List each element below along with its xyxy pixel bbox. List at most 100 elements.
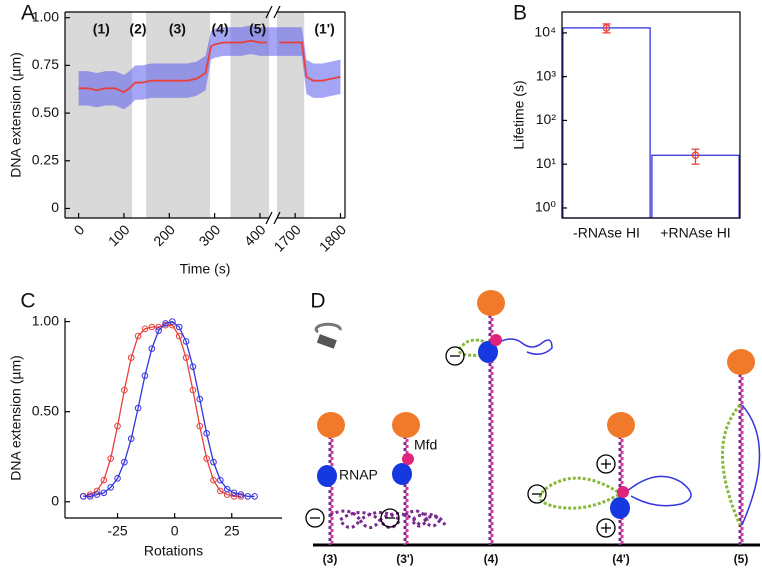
break-mark <box>265 211 273 225</box>
x-tick-label: 200 <box>150 221 178 249</box>
axis-frame <box>561 11 741 219</box>
data-point <box>148 323 156 331</box>
data-point <box>148 345 156 352</box>
x-tick-label: -25 <box>107 523 127 539</box>
y-tick-label: 0.75 <box>32 56 59 72</box>
y-axis-label: DNA extension (µm) <box>8 355 24 481</box>
data-band <box>78 25 341 110</box>
break-mark <box>273 5 281 19</box>
data-point <box>79 493 87 500</box>
data-point <box>169 318 176 325</box>
supercoil-signs <box>305 346 616 538</box>
y-tick-label: 0.50 <box>32 104 59 120</box>
data-point <box>141 325 149 333</box>
data-point <box>189 386 197 394</box>
annotation: (1) <box>93 21 110 37</box>
x-tick-label: 25 <box>224 523 240 539</box>
state-label: (5) <box>734 552 749 566</box>
y-tick-label: 10² <box>536 111 557 127</box>
x-tick-label: 1700 <box>271 221 304 254</box>
data-point <box>107 455 114 462</box>
data-point <box>217 487 224 495</box>
break-mark <box>273 211 281 225</box>
data-point <box>162 321 169 329</box>
panel-label: A <box>21 2 35 25</box>
y-tick-label: 1.00 <box>32 8 59 24</box>
data-point <box>134 332 142 340</box>
data-line <box>78 39 341 94</box>
data-point <box>182 354 190 361</box>
data-point <box>162 320 169 327</box>
data-point <box>223 485 231 493</box>
data-point <box>121 458 128 466</box>
data-point <box>230 489 238 497</box>
data-point <box>100 476 108 484</box>
state-label: (4') <box>612 552 630 566</box>
x-axis-label: Rotations <box>144 543 203 559</box>
data-point <box>691 151 700 160</box>
x-tick-label: +RNAse HI <box>660 225 730 241</box>
data-point <box>121 386 128 394</box>
data-point <box>237 493 245 500</box>
shaded-region <box>65 12 133 218</box>
panel-label: D <box>310 290 325 313</box>
shaded-region <box>146 12 211 218</box>
bar <box>562 27 651 219</box>
state-label: (4) <box>484 552 499 566</box>
state-label: (3) <box>323 552 338 566</box>
x-tick-label: -RNAse HI <box>573 225 640 241</box>
data-point <box>189 363 197 370</box>
y-tick-label: 10¹ <box>536 155 557 171</box>
y-tick-label: 0 <box>51 492 59 508</box>
rotation-icon <box>314 322 342 349</box>
data-point <box>196 422 204 430</box>
y-tick-label: 0 <box>51 199 59 215</box>
chart-panel: (1) (2) (3) (4) (5) (1') 0 0.25 0.50 0.75 1.00 0 100… <box>8 5 349 277</box>
data-point <box>210 458 217 466</box>
data-point <box>217 476 224 484</box>
data-point <box>203 455 210 462</box>
data-point <box>251 493 258 500</box>
data-point <box>86 493 94 500</box>
panel-label: C <box>20 290 35 313</box>
state-label: (3') <box>396 552 414 566</box>
data-point <box>602 24 611 32</box>
x-tick-label: 1800 <box>316 221 349 254</box>
data-point <box>93 491 101 498</box>
y-tick-label: 10⁰ <box>535 199 557 215</box>
rnap-label: RNAP <box>339 467 378 483</box>
diagram: RNAP Mfd (3) (3') (4) (4') (5) <box>305 290 761 566</box>
data-point <box>114 475 121 482</box>
y-tick-label: 10⁴ <box>534 24 556 40</box>
x-tick-label: 0 <box>171 523 179 539</box>
x-axis-label: Time (s) <box>180 261 231 277</box>
y-axis-label: Lifetime (s) <box>511 80 527 149</box>
x-tick-label: 100 <box>105 221 133 249</box>
axis-break-gap <box>269 10 277 220</box>
y-axis-label: DNA extension (µm) <box>8 52 24 178</box>
data-point <box>237 491 245 498</box>
chart-panel: 0 0.50 1.00 -25 0 25 DNA extension (µm) Rotatio… <box>8 312 282 559</box>
data-line <box>83 320 255 498</box>
annotation: (5) <box>249 21 266 37</box>
data-point <box>175 323 183 331</box>
data-point <box>127 435 135 443</box>
data-point <box>230 493 238 500</box>
x-tick-label: 300 <box>196 221 224 249</box>
x-tick-label: 0 <box>71 221 88 238</box>
annotation: (3) <box>169 21 186 37</box>
data-point <box>182 338 190 345</box>
annotation: (2) <box>129 21 146 37</box>
mfd-label: Mfd <box>414 437 437 453</box>
panel-label: B <box>513 2 527 25</box>
x-tick-label: 400 <box>241 221 269 249</box>
annotation: (1') <box>314 21 334 37</box>
data-point <box>175 332 183 340</box>
proteins <box>317 290 755 519</box>
data-point <box>107 484 114 491</box>
y-tick-label: 1.00 <box>32 312 59 328</box>
annotation: (4) <box>211 21 228 37</box>
data-point <box>155 327 162 334</box>
data-point <box>210 476 217 484</box>
data-point <box>114 422 121 430</box>
